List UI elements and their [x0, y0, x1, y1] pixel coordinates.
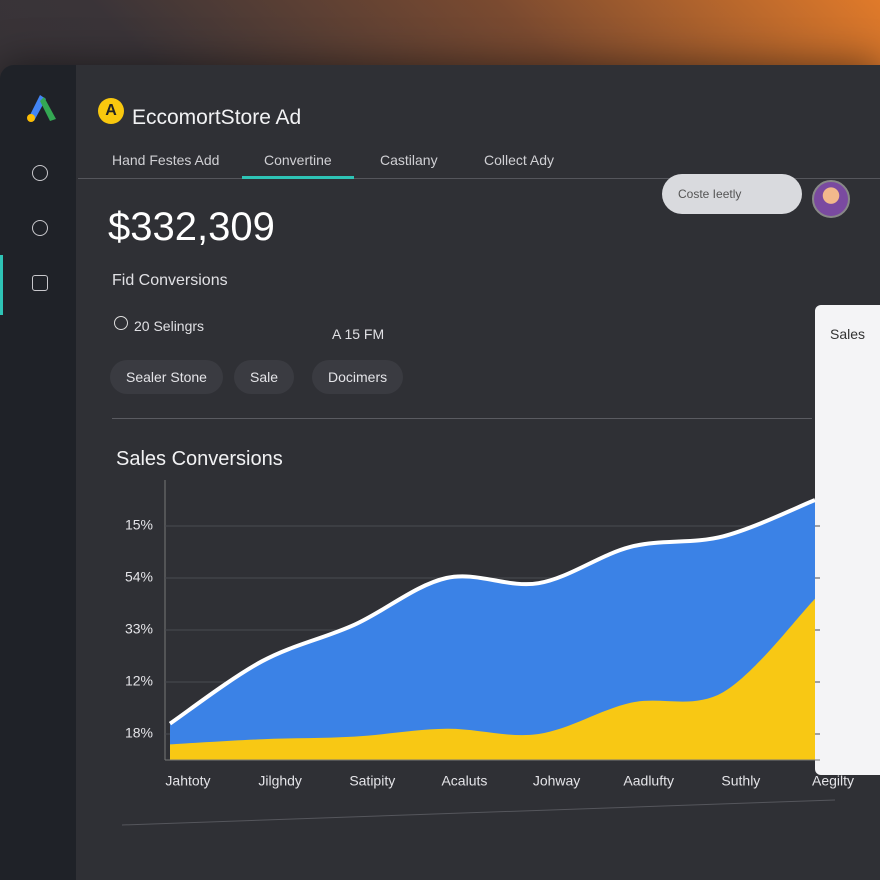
- footer-divider: [121, 799, 836, 826]
- settings-icon[interactable]: [32, 220, 48, 236]
- divider: [112, 418, 812, 419]
- app-title: EccomortStore Ad: [132, 106, 302, 129]
- logo: A: [98, 98, 124, 124]
- sidebar: [0, 65, 76, 880]
- x-tick-label: Acaluts: [441, 773, 487, 789]
- search-icon[interactable]: [32, 165, 48, 181]
- search-box[interactable]: Coste Ieetly: [662, 174, 802, 214]
- area-outline: [168, 498, 816, 726]
- chip[interactable]: Sealer Stone: [110, 360, 223, 394]
- tab[interactable]: Convertine: [264, 152, 332, 168]
- stat: 20 Selingrs: [134, 318, 205, 334]
- x-tick-label: Jilghdy: [258, 773, 302, 789]
- x-tick-label: Johway: [533, 773, 580, 789]
- avatar[interactable]: [812, 180, 850, 218]
- chip[interactable]: Docimers: [312, 360, 404, 394]
- time: A 15 FM: [332, 326, 385, 342]
- x-tick-label: Satipity: [349, 773, 395, 789]
- total-amount: $332,309: [108, 205, 275, 249]
- stat-icon: [114, 316, 128, 330]
- area: [170, 500, 815, 760]
- store-icon[interactable]: [32, 275, 48, 291]
- y-tick-label: 33%: [125, 621, 153, 637]
- active-indicator: [0, 255, 3, 315]
- tab[interactable]: Castilany: [380, 152, 438, 168]
- summary-label: Fid Conversions: [112, 272, 228, 289]
- x-tick-label: Aadlufty: [623, 773, 674, 789]
- y-tick-label: 18%: [125, 725, 153, 741]
- chart-title: Sales Conversions: [116, 448, 283, 470]
- app-logo: [27, 95, 56, 122]
- tab[interactable]: Collect Ady: [484, 152, 555, 168]
- y-tick-label: 54%: [125, 569, 153, 585]
- tab-divider: [78, 178, 880, 179]
- chip[interactable]: Sale: [234, 360, 295, 394]
- side-panel-title: Sales: [830, 326, 866, 342]
- side-panel: [815, 305, 880, 775]
- x-tick-label: Jahtoty: [165, 773, 210, 789]
- y-tick-label: 15%: [125, 517, 153, 533]
- x-tick-label: Suthly: [721, 773, 760, 789]
- tab[interactable]: Hand Festes Add: [112, 152, 220, 168]
- x-tick-label: Aegilty: [812, 773, 854, 789]
- area: [170, 598, 815, 760]
- tab-indicator: [242, 176, 354, 179]
- y-tick-label: 12%: [125, 673, 153, 689]
